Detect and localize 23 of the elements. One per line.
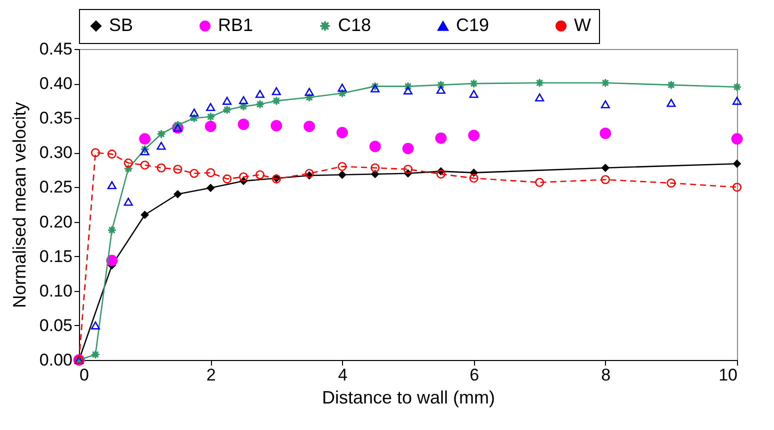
- legend-label: C18: [338, 15, 372, 35]
- y-tick-label: 0.10: [39, 281, 72, 300]
- legend-label: RB1: [218, 15, 254, 35]
- x-tick-label: 4: [338, 366, 348, 384]
- y-tick-label: 0.25: [39, 178, 72, 197]
- y-tick-label: 0.05: [39, 316, 72, 335]
- y-axis-title: Normalised mean velocity: [9, 102, 30, 308]
- y-tick-label: 0.30: [39, 143, 72, 162]
- y-tick-label: 0.15: [39, 246, 72, 266]
- y-tick-label: 0.45: [39, 40, 72, 58]
- y-tick-label: 0.00: [39, 350, 72, 370]
- legend-label: C19: [456, 15, 490, 35]
- x-tick-label: 6: [470, 366, 480, 384]
- y-tick-label: 0.20: [39, 212, 72, 232]
- legend-label: W: [574, 15, 591, 35]
- x-tick-label: 10: [718, 366, 738, 384]
- y-tick-label: 0.35: [39, 108, 72, 128]
- x-axis-title: Distance to wall (mm): [322, 388, 496, 408]
- x-tick-label: 0: [80, 366, 89, 384]
- legend-label: SB: [109, 15, 134, 35]
- x-tick-label: 8: [601, 366, 611, 384]
- y-tick-label: 0.40: [39, 74, 72, 94]
- x-tick-label: 2: [206, 366, 216, 384]
